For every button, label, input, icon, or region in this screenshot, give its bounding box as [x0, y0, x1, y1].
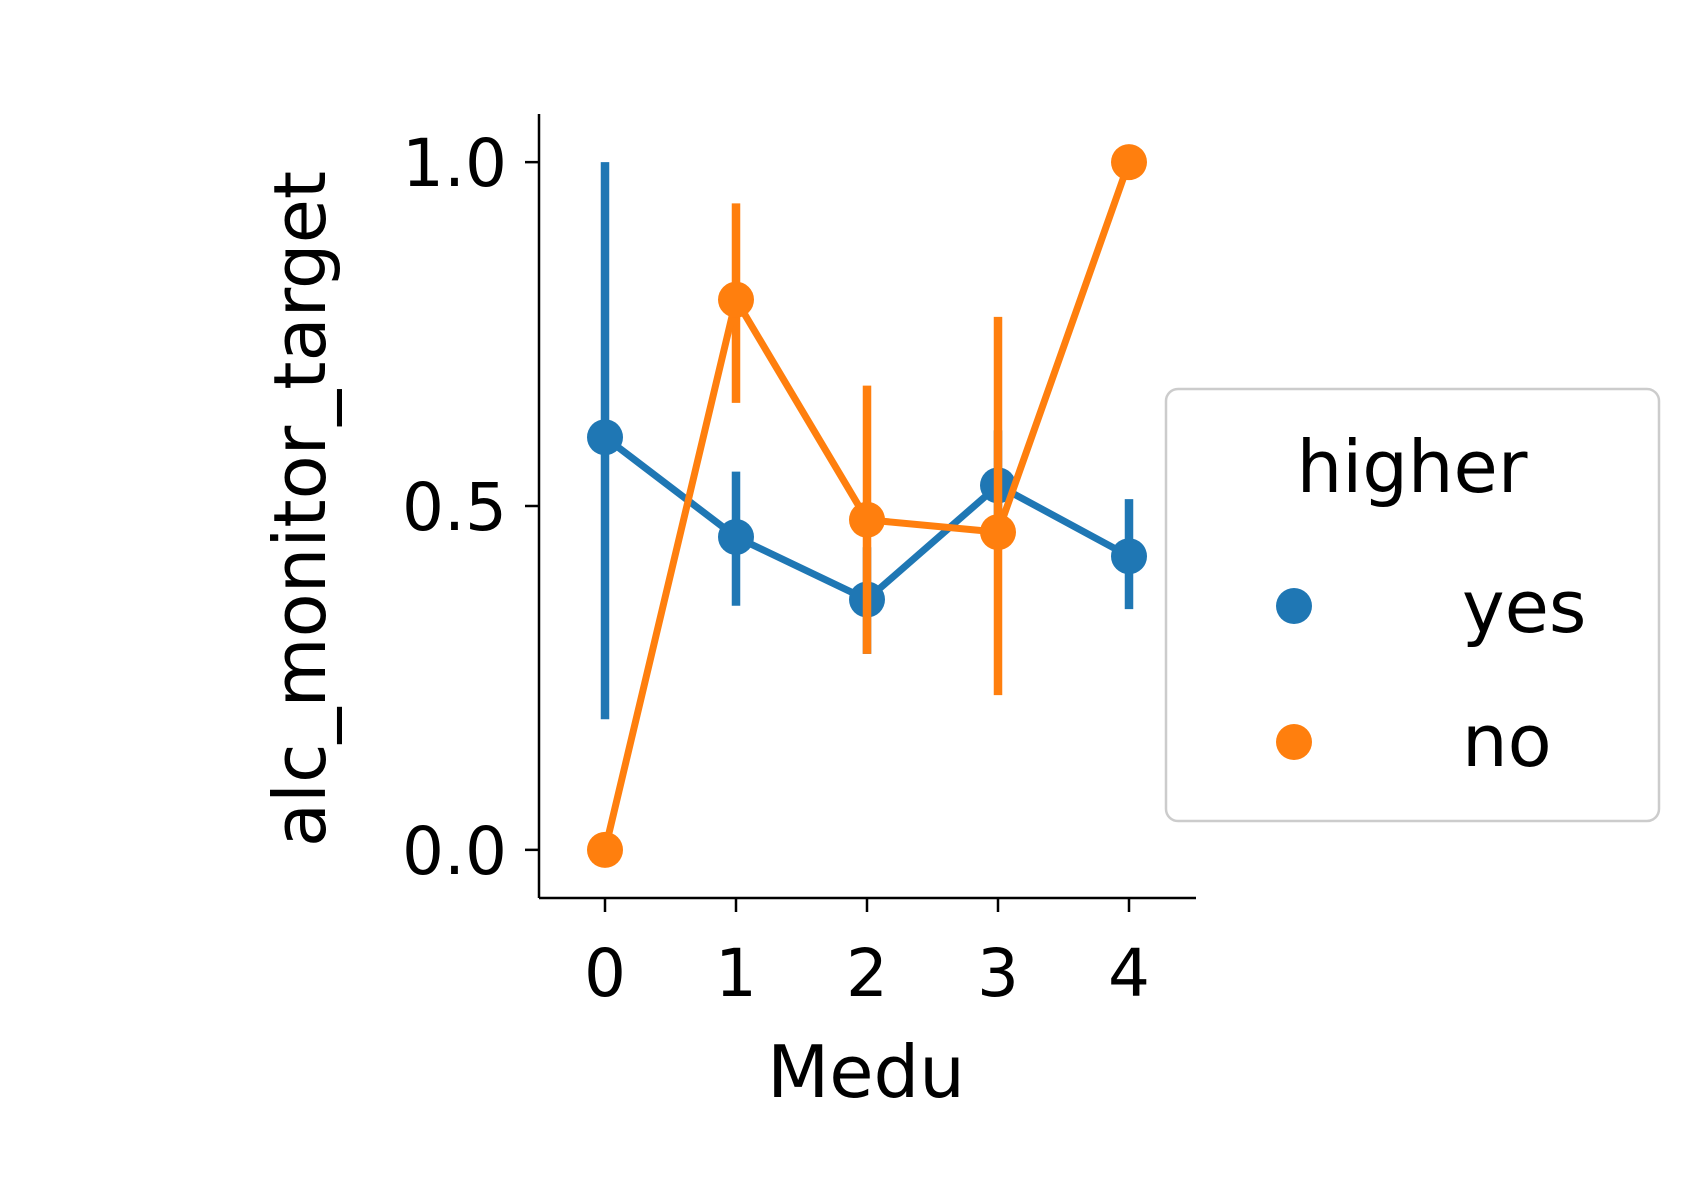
y-tick-label: 0.5 [402, 469, 507, 546]
y-tick-label: 0.0 [402, 813, 507, 890]
x-tick-label: 2 [846, 935, 888, 1012]
legend-label-no: no [1462, 699, 1552, 783]
y-axis-title: alc_monitor_target [258, 171, 342, 847]
legend: higher yes no [1164, 387, 1661, 823]
x-tick-label: 3 [977, 935, 1019, 1012]
data-point [1111, 538, 1147, 575]
data-point [587, 831, 623, 868]
x-tick-label: 4 [1108, 935, 1150, 1012]
data-point [849, 501, 885, 538]
x-tick-label: 1 [715, 935, 757, 1012]
x-axis-title: Medu [767, 1030, 965, 1114]
legend-label-yes: yes [1462, 565, 1586, 649]
data-point [980, 514, 1016, 551]
legend-marker-yes [1276, 588, 1312, 624]
data-point [1111, 144, 1147, 181]
x-tick-label: 0 [584, 935, 626, 1012]
data-point [718, 518, 754, 555]
y-ticks: 0.0 0.5 1.0 [402, 125, 539, 890]
axes: 0.0 0.5 1.0 0 1 2 3 4 [402, 114, 1196, 1012]
data-point [718, 281, 754, 318]
legend-marker-no [1276, 724, 1312, 760]
legend-box [1164, 387, 1661, 823]
legend-title: higher [1297, 425, 1528, 509]
data-point [587, 419, 623, 456]
series-no [587, 144, 1147, 868]
series-layer [587, 144, 1147, 868]
x-ticks: 0 1 2 3 4 [584, 898, 1150, 1012]
y-tick-label: 1.0 [402, 125, 507, 202]
